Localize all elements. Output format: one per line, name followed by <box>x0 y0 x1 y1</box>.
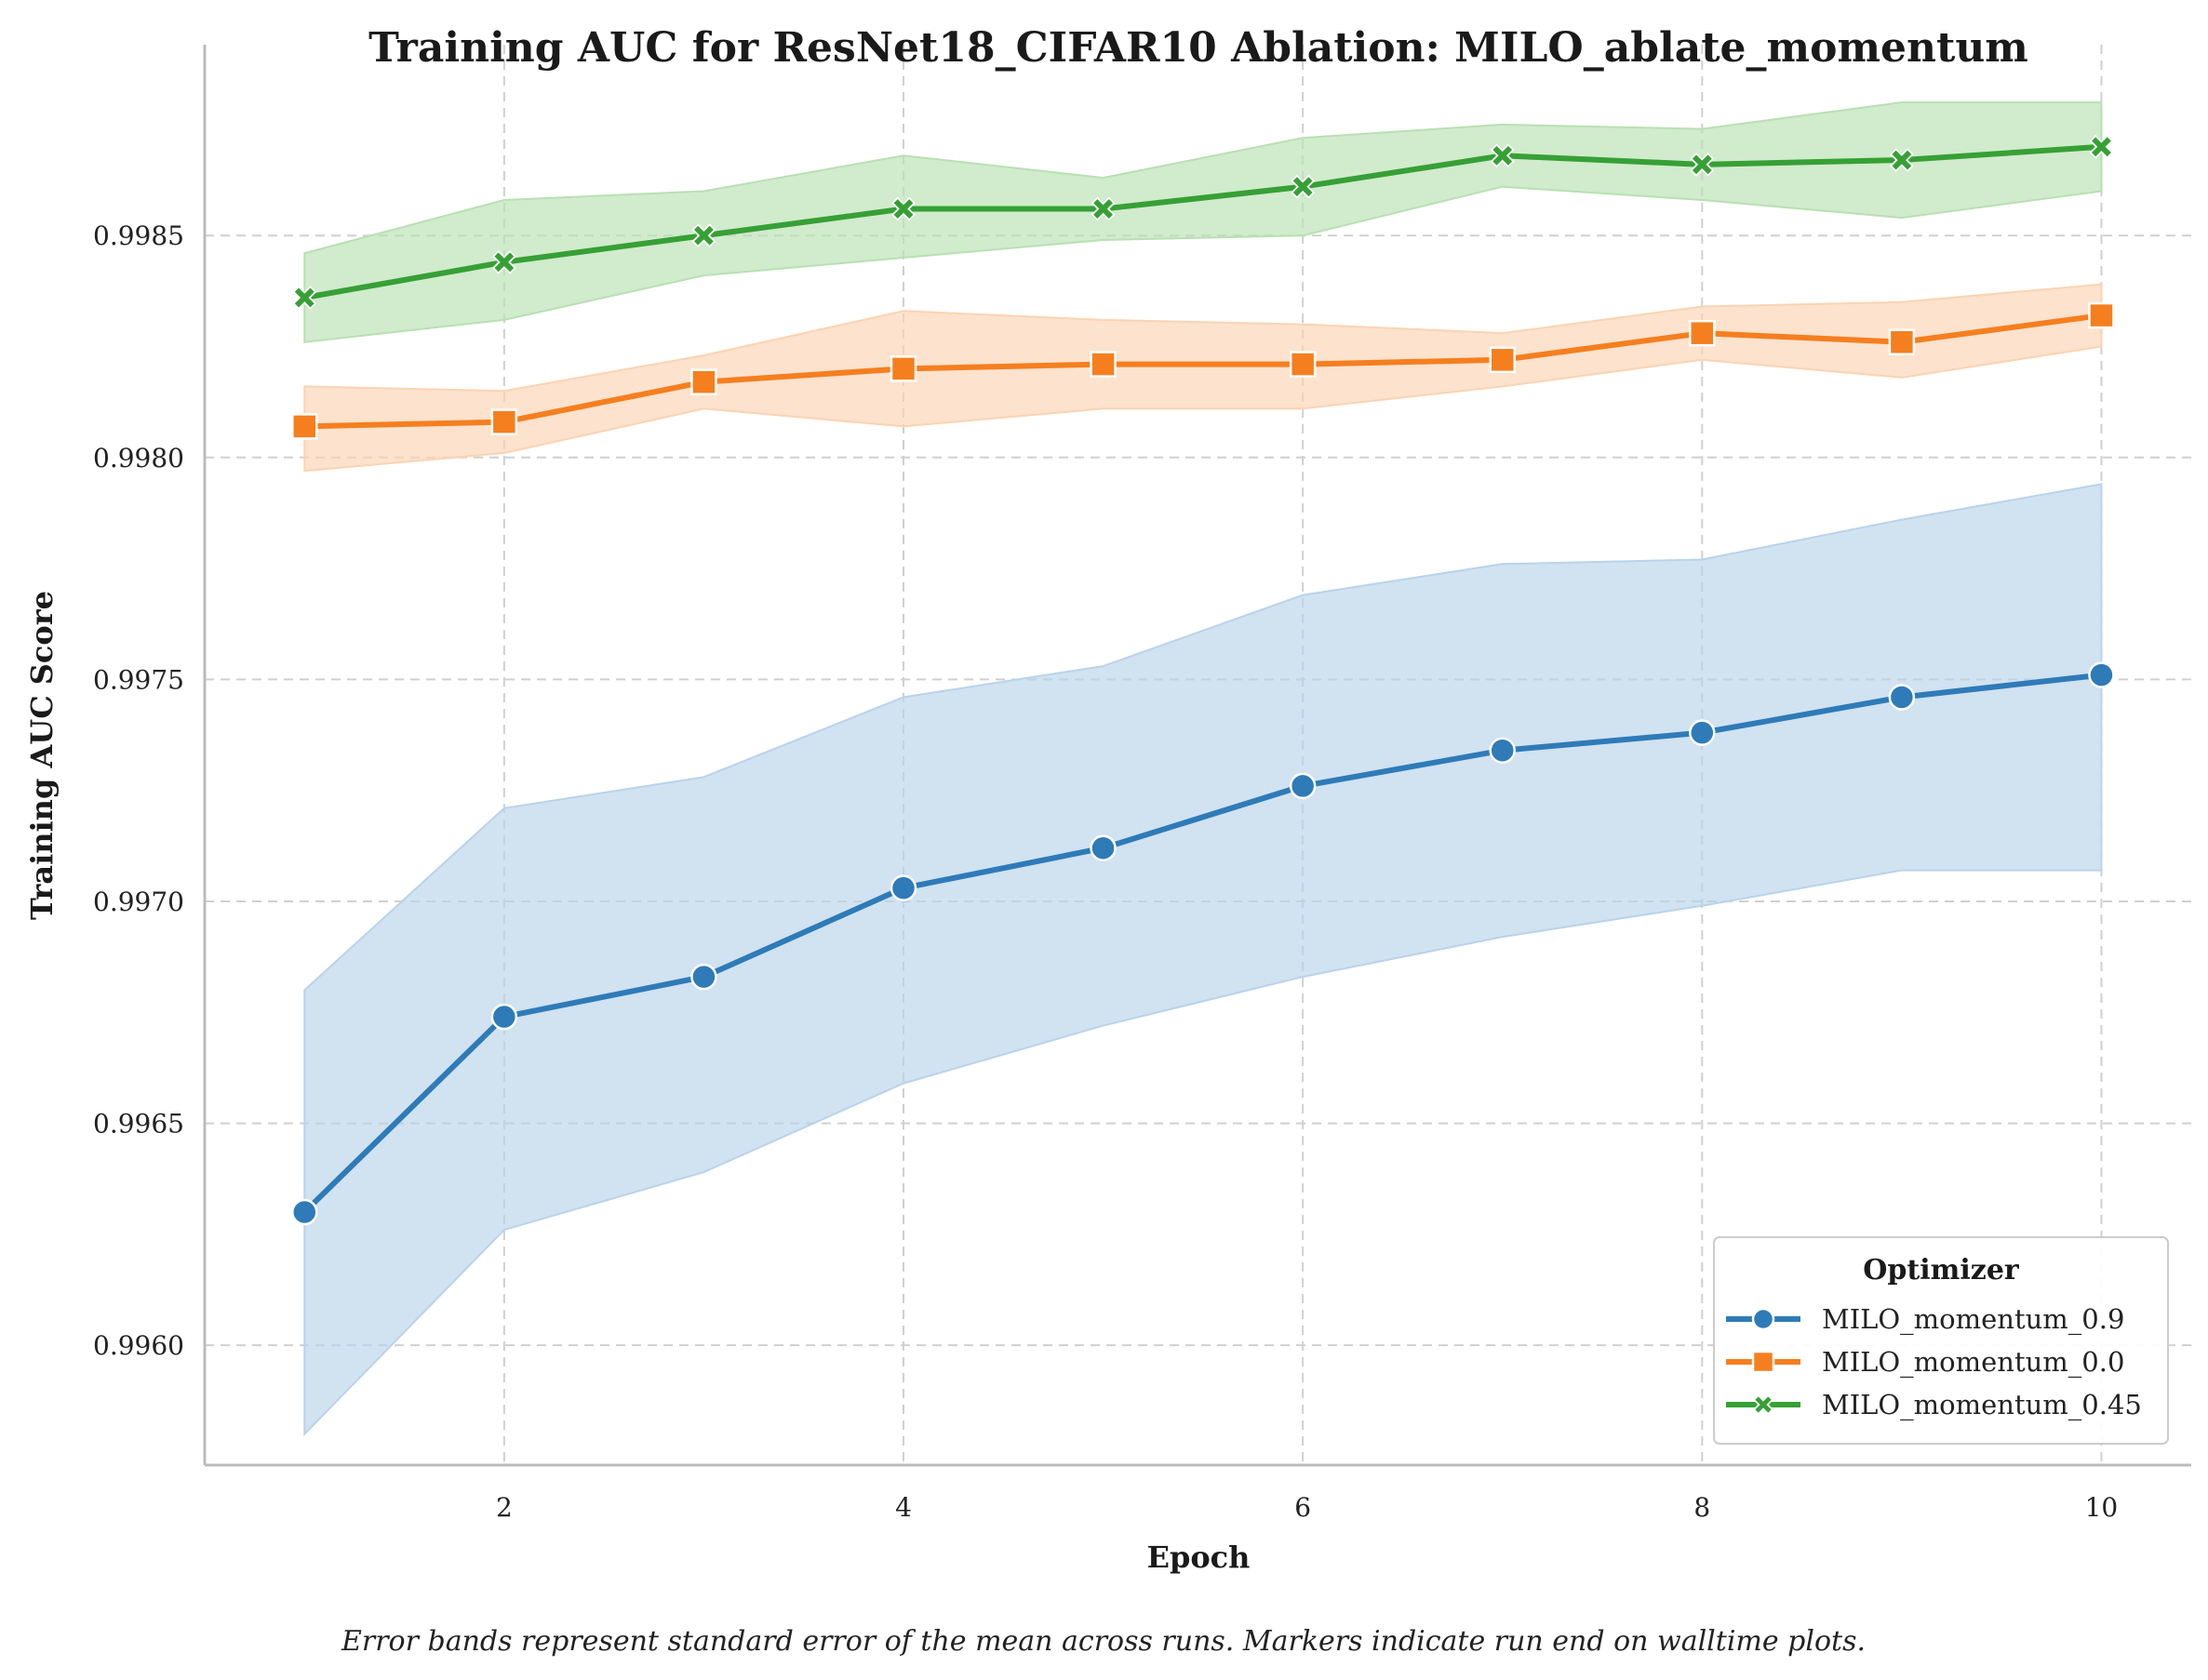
y-tick-label: 0.9975 <box>93 664 184 695</box>
data-point-circle <box>890 874 917 901</box>
axes <box>203 45 2191 1467</box>
data-point-square <box>490 408 518 435</box>
x-tick-label: 8 <box>1693 1492 1710 1523</box>
x-tick-label: 10 <box>2085 1492 2119 1523</box>
y-axis-label: Training AUC Score <box>24 591 60 920</box>
data-point-square <box>1090 351 1117 378</box>
tick-labels: 2 4 6 8 10 0.9960 0.9965 0.9970 0.9975 0.9980 0.99… <box>93 220 2118 1523</box>
series-line-x <box>301 143 2105 300</box>
legend-marker <box>1751 1350 1775 1374</box>
data-point-square <box>890 355 917 382</box>
legend-title: Optimizer <box>1863 1254 2020 1287</box>
series-markers <box>291 134 2115 1226</box>
legend-entries: MILO_momentum_0.9 MILO_momentum_0.0 MILO_m… <box>1726 1303 2142 1421</box>
y-tick-label: 0.9970 <box>93 887 184 917</box>
data-point-square <box>1689 319 1716 347</box>
data-point-circle <box>490 1003 518 1031</box>
data-point-circle <box>690 963 717 991</box>
data-point-square <box>1489 346 1516 374</box>
data-point-circle <box>2088 661 2115 688</box>
data-point-x <box>292 286 317 310</box>
legend-box <box>1713 1236 2169 1445</box>
data-point-x <box>891 196 916 221</box>
legend-label: MILO_momentum_0.45 <box>1822 1389 2142 1421</box>
y-tick-label: 0.9985 <box>93 220 184 251</box>
data-point-x <box>691 223 716 248</box>
legend-marker <box>1752 1393 1774 1416</box>
x-axis-label: Epoch <box>1147 1540 1251 1575</box>
data-point-square <box>690 368 717 395</box>
error-band-square <box>303 283 2103 473</box>
data-point-square <box>2088 301 2115 329</box>
data-point-circle <box>1289 772 1317 800</box>
y-tick-label: 0.9960 <box>93 1330 184 1361</box>
legend-label: MILO_momentum_0.9 <box>1822 1303 2124 1336</box>
data-point-x <box>1291 174 1316 199</box>
legend: Optimizer MILO_momentum_0.9MILO_momentum… <box>1713 1236 2169 1445</box>
data-point-x <box>1091 196 1116 221</box>
data-point-circle <box>1689 719 1716 746</box>
x-tick-label: 2 <box>496 1492 513 1523</box>
data-point-x <box>1490 143 1515 168</box>
data-point-circle <box>1090 834 1117 861</box>
legend-marker <box>1751 1307 1775 1331</box>
data-point-x <box>1690 152 1715 177</box>
data-point-square <box>1289 351 1317 378</box>
data-point-circle <box>1489 737 1516 764</box>
series-line-circle <box>301 672 2105 1216</box>
data-point-x <box>491 249 516 274</box>
y-tick-label: 0.9980 <box>93 443 184 473</box>
x-tick-label: 4 <box>895 1492 912 1523</box>
data-point-x <box>1889 148 1914 173</box>
data-point-circle <box>1888 684 1916 711</box>
x-tick-label: 6 <box>1294 1492 1311 1523</box>
data-point-circle <box>291 1198 318 1226</box>
error-band-circle <box>303 483 2103 1437</box>
data-point-square <box>1888 328 1916 355</box>
legend-label: MILO_momentum_0.0 <box>1822 1346 2124 1379</box>
series-lines <box>301 143 2105 1216</box>
series-line-square <box>301 313 2105 430</box>
y-tick-label: 0.9965 <box>93 1109 184 1140</box>
data-point-x <box>2089 134 2114 159</box>
data-point-square <box>291 413 318 440</box>
chart-caption: Error bands represent standard error of … <box>341 1625 1866 1658</box>
chart-title: Training AUC for ResNet18_CIFAR10 Ablati… <box>368 24 2028 72</box>
